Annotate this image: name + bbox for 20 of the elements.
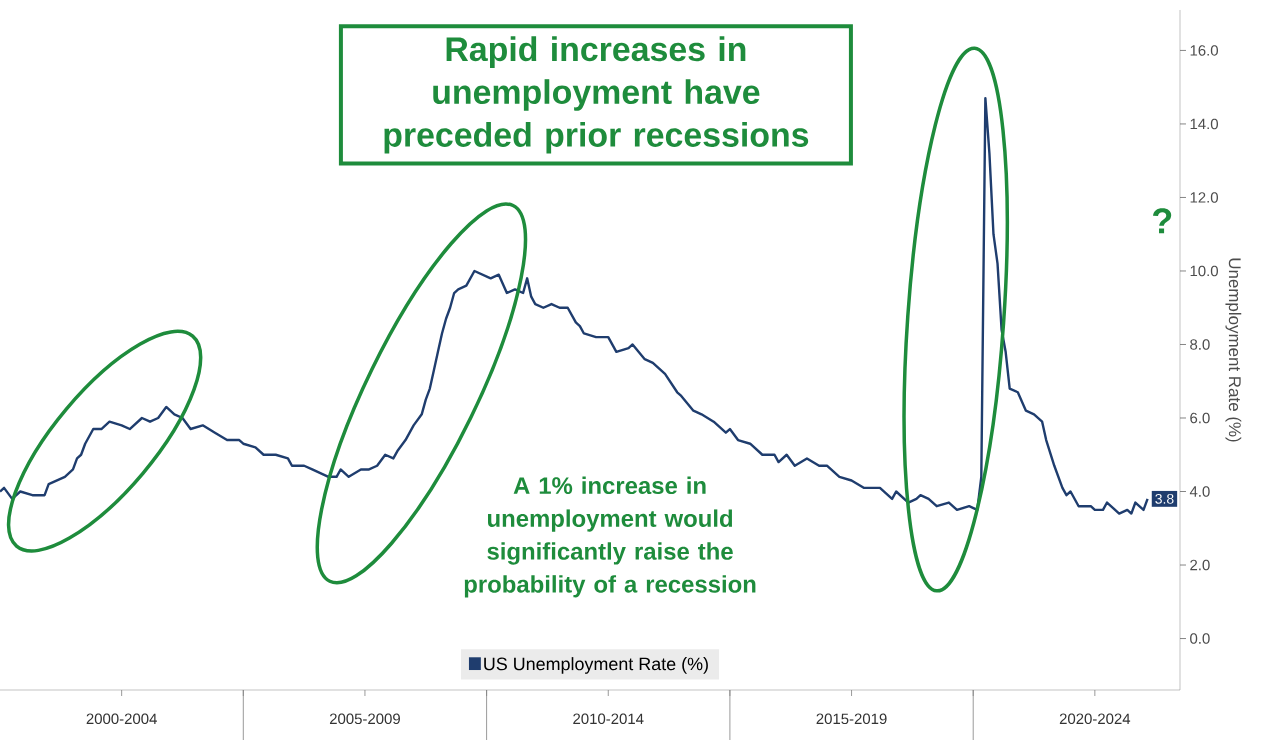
x-tick-label: 2005-2009 [329,713,400,725]
y-tick-label: 16.0 [1190,45,1218,56]
y-tick-label: 0.0 [1190,633,1210,644]
annotation: A 1% increase in unemployment would significantly raise the probability of a recession [464,476,756,598]
y-tick-label: 12.0 [1190,192,1218,203]
annotation: ? [1153,208,1172,234]
y-tick-label: 6.0 [1190,412,1210,424]
x-tick-label: 2010-2014 [573,713,644,725]
y-tick-label: 8.0 [1190,339,1210,350]
y-tick-label: 14.0 [1190,118,1218,130]
text: Rapid increases in unemployment have preceded prior recessions [384,36,809,154]
x-tick-label: 2020-2024 [1059,713,1131,725]
x-tick-label: 2015-2019 [816,713,887,725]
y-tick-label: 2.0 [1190,559,1210,571]
y-axis-title: Unemployment Rate (%) [1225,258,1242,442]
data-label: 3.8 [1155,493,1174,504]
y-tick-label: 4.0 [1189,486,1210,497]
legend-label: US Unemployment Rate (%) [484,657,708,674]
y-tick-label: 10.0 [1190,265,1218,277]
x-tick-label: 2000-2004 [86,713,157,725]
